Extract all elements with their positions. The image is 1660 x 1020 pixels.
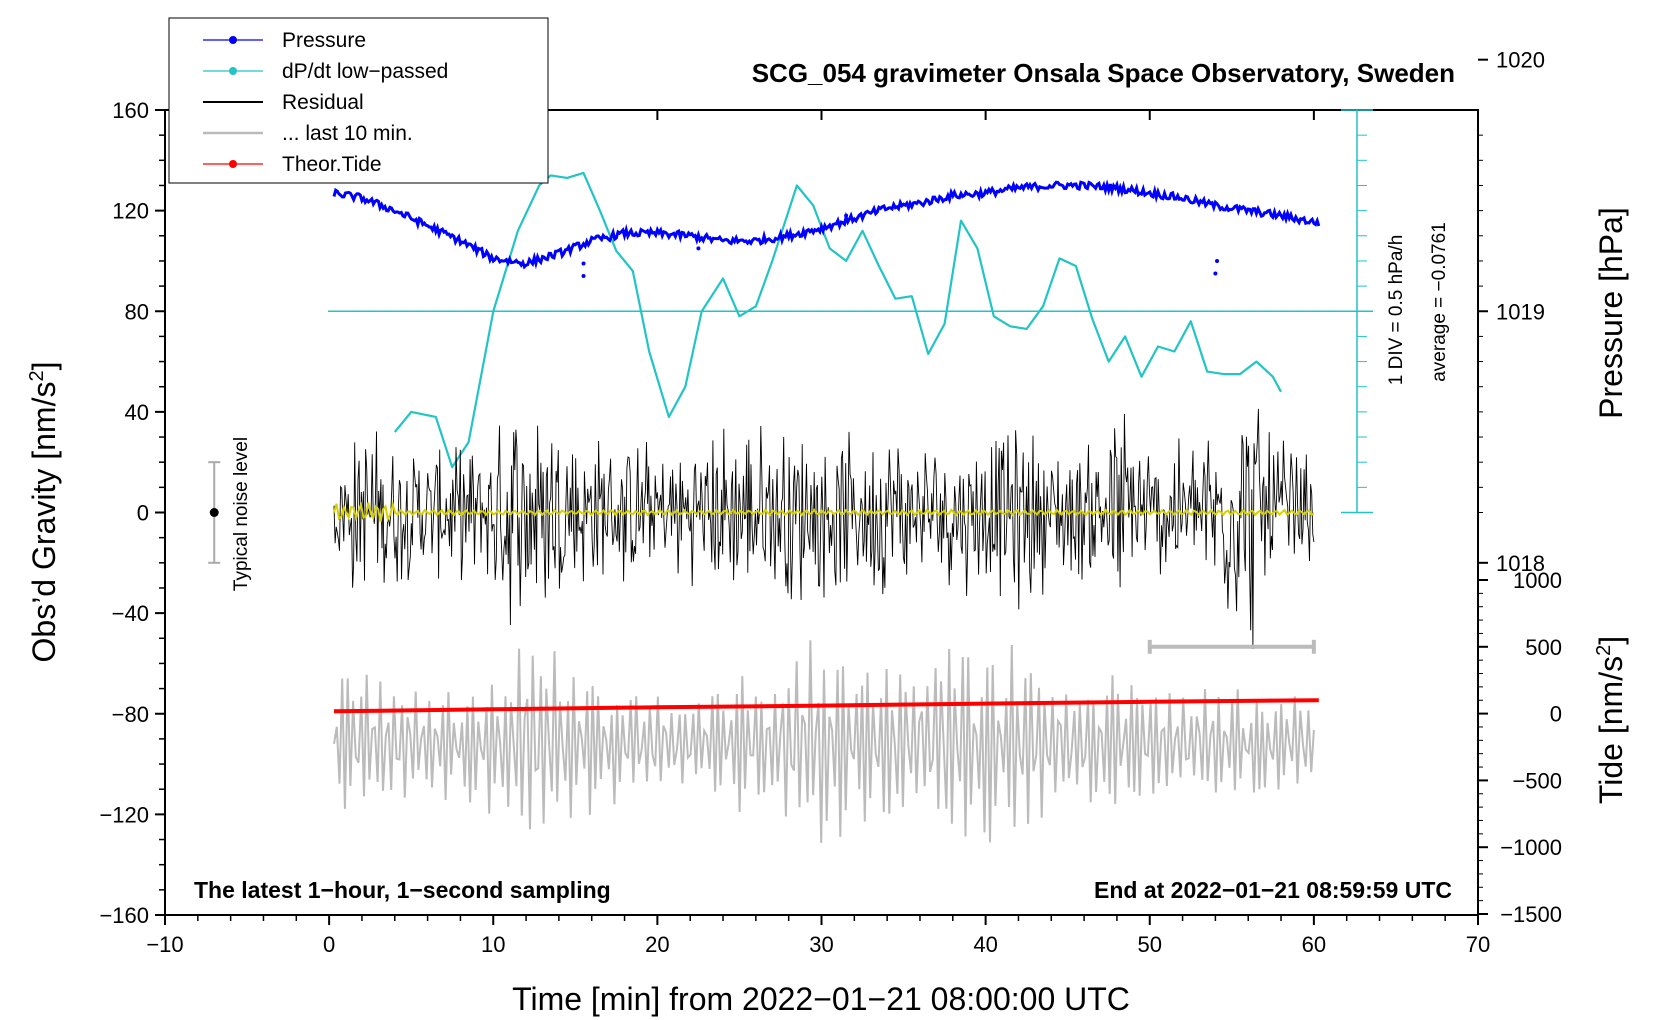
x-tick-label: 30 <box>809 932 833 957</box>
pressure-axis-ticks: 1018 1019 1020 <box>1478 48 1545 576</box>
pressure-outlier-point <box>696 246 701 251</box>
y-axis-label-left-close: ] <box>26 362 62 371</box>
x-tick-label: 70 <box>1466 932 1490 957</box>
legend-label: Residual <box>282 91 364 114</box>
y-axis-label-tide-close: ] <box>1593 636 1629 645</box>
pressure-outlier-point <box>1213 271 1218 276</box>
x-tick-label: 60 <box>1302 932 1326 957</box>
y-axis-label-pressure: Pressure [hPa] <box>1593 207 1629 419</box>
pressure-tick-label: 1018 <box>1496 551 1545 576</box>
note-sampling: The latest 1−hour, 1−second sampling <box>194 877 611 903</box>
x-tick-label: 20 <box>645 932 669 957</box>
note-end-time: End at 2022−01−21 08:59:59 UTC <box>1094 877 1452 903</box>
x-tick-label: −10 <box>146 932 183 957</box>
y-tick-label: −160 <box>99 903 149 928</box>
pressure-tick-label: 1020 <box>1496 48 1545 73</box>
pressure-outlier-point <box>1215 258 1220 263</box>
x-tick-label: 40 <box>973 932 997 957</box>
y-tick-label: 120 <box>112 199 149 224</box>
legend-label: ... last 10 min. <box>282 122 413 145</box>
y-tick-label: 40 <box>125 400 149 425</box>
chart-title: SCG_054 gravimeter Onsala Space Observat… <box>752 58 1455 88</box>
dpdt-scale-axis <box>328 109 1373 514</box>
x-tick-label: 0 <box>323 932 335 957</box>
x-axis-label: Time [min] from 2022−01−21 08:00:00 UTC <box>512 981 1130 1017</box>
pressure-line <box>332 179 1321 270</box>
y-axis-label-left-text: Obs’d Gravity [nm/s <box>26 382 62 663</box>
residual-smoothed-line <box>333 500 1315 523</box>
y-tick-label: −120 <box>99 802 149 827</box>
tide-tick-label: −1000 <box>1500 835 1562 860</box>
y-tick-label: 160 <box>112 98 149 123</box>
tide-tick-label: −1500 <box>1500 902 1562 927</box>
pressure-outlier-point <box>844 213 849 218</box>
legend-box <box>168 17 549 184</box>
y-axis-label-tide-sup: 2 <box>1593 645 1615 656</box>
pressure-outlier-point <box>581 274 586 279</box>
y-tick-label: 80 <box>125 299 149 324</box>
dpdt-average-label: average = −0.0761 <box>1429 222 1450 382</box>
y-axis-label-tide: Tide [nm/s2] <box>1593 636 1629 804</box>
pressure-tick-label: 1019 <box>1496 299 1545 324</box>
y-axis-label-tide-text: Tide [nm/s <box>1593 656 1629 804</box>
y-tick-label: −40 <box>112 601 149 626</box>
residual-layer <box>333 408 1315 650</box>
dpdt-layer <box>393 171 1282 469</box>
legend-label: Theor.Tide <box>282 153 382 176</box>
legend-label: dP/dt low−passed <box>282 60 448 83</box>
dpdt-scale-label: 1 DIV = 0.5 hPa/h <box>1386 235 1407 386</box>
theoretical-tide-layer <box>333 698 1319 714</box>
tide-axis-ticks: −1500 −1000 −500 0 500 1000 <box>1478 568 1562 927</box>
pressure-layer <box>332 179 1321 279</box>
tide-tick-label: 500 <box>1525 635 1562 660</box>
residual-smoothed-layer <box>333 500 1315 523</box>
last-10-min-layer <box>333 640 1315 843</box>
dpdt-line <box>393 171 1282 469</box>
noise-bar-center <box>209 508 219 517</box>
legend-marker <box>229 67 237 75</box>
last-10-min-line <box>333 640 1315 843</box>
y-axis-ticks: −160 −120 −80 −40 0 40 80 120 160 <box>99 98 165 928</box>
y-tick-label: −80 <box>112 702 149 727</box>
annotations-layer <box>208 461 1316 654</box>
x-tick-label: 10 <box>481 932 505 957</box>
y-tick-label: 0 <box>137 501 149 526</box>
residual-line <box>333 408 1315 650</box>
x-axis-ticks: −10 0 10 20 30 40 50 60 70 <box>146 110 1490 957</box>
pressure-outlier-point <box>581 261 586 266</box>
y-axis-label-left: Obs’d Gravity [nm/s2] <box>26 362 62 663</box>
theoretical-tide-line <box>333 698 1319 714</box>
noise-level-label: Typical noise level <box>231 437 252 591</box>
tide-tick-label: 0 <box>1550 702 1562 727</box>
legend-label: Pressure <box>282 29 366 52</box>
legend-marker <box>229 36 237 44</box>
legend: Pressure dP/dt low−passed Residual ... last… <box>168 17 549 184</box>
y-axis-label-left-sup: 2 <box>26 370 48 381</box>
x-tick-label: 50 <box>1138 932 1162 957</box>
legend-items: Pressure dP/dt low−passed Residual ... last… <box>203 29 448 176</box>
legend-marker <box>229 160 237 168</box>
tide-tick-label: −500 <box>1512 768 1562 793</box>
tide-tick-label: 1000 <box>1513 568 1562 593</box>
